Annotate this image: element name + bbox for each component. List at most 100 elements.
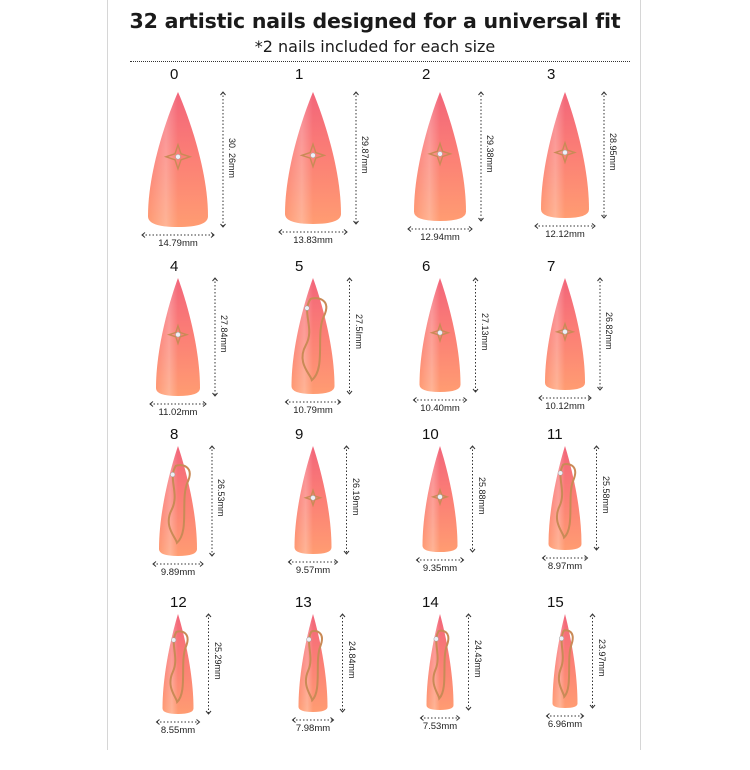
arrow-head [468, 226, 473, 232]
nail-size-2: 2 29.38mm 12.94mm [392, 66, 532, 243]
star-charm [166, 323, 190, 346]
title-divider [130, 61, 630, 62]
length-label: 29.38mm [485, 134, 495, 173]
size-number: 13 [295, 594, 312, 611]
arrow-head [343, 229, 348, 235]
size-number: 5 [295, 258, 304, 275]
length-label: 29.87mm [360, 136, 370, 174]
nail-image [155, 613, 212, 725]
arrow-head [460, 557, 465, 563]
arrow-head [353, 91, 359, 96]
size-number: 15 [547, 594, 564, 611]
arrow-head [407, 226, 412, 232]
arrow-head [545, 713, 550, 719]
nail-image [278, 91, 359, 235]
arrow-head [212, 277, 218, 282]
nail-shine [298, 614, 328, 712]
rhinestone [558, 635, 565, 641]
size-number: 7 [547, 258, 556, 275]
nail-image [284, 277, 353, 405]
gold-wave-charm [301, 297, 328, 382]
rhinestone [306, 636, 312, 643]
arrow-head [287, 559, 292, 565]
width-label: 12.94mm [420, 232, 460, 243]
width-label: 8.55mm [160, 725, 196, 736]
nail-size-8: 8 26.53mm 9.89mm [140, 426, 280, 602]
arrow-head [343, 445, 350, 450]
nail-size-6: 6 27.13mm 10.40mm [392, 258, 532, 434]
width-label: 10.12mm [545, 401, 585, 412]
arrow-head [593, 445, 600, 450]
arrow-head [339, 708, 346, 713]
star-charm [303, 488, 323, 508]
arrow-head [346, 277, 353, 282]
arrow-head [220, 223, 226, 228]
star-charm [427, 141, 453, 167]
arrow-head [330, 717, 335, 723]
rhinestone [170, 472, 176, 478]
nail-size-5: 5 27.5Imm 10.79mm [265, 258, 405, 434]
arrow-head [199, 561, 204, 567]
nail-image [141, 91, 226, 238]
size-number: 3 [547, 66, 556, 83]
gold-wave-charm [432, 629, 450, 701]
arrow-head [465, 706, 472, 711]
nail-shine [552, 614, 578, 708]
width-label: 12.12mm [545, 229, 585, 240]
nail-image [415, 445, 476, 563]
size-number: 6 [422, 258, 431, 275]
arrow-head [478, 91, 484, 96]
arrow-head [205, 613, 212, 618]
arrow-head [415, 557, 420, 563]
arrow-head [278, 229, 283, 235]
length-label: 27.5Imm [353, 314, 364, 350]
size-number: 8 [170, 426, 179, 443]
arrow-head [343, 550, 350, 555]
arrow-head [534, 223, 539, 229]
arrow-head [196, 719, 201, 725]
star-charm [430, 487, 450, 507]
nail-image [152, 445, 215, 567]
size-number: 1 [295, 66, 304, 83]
gold-wave-charm [557, 629, 574, 699]
arrow-head [584, 555, 589, 561]
arrow-head [353, 220, 359, 225]
nail-image [287, 445, 350, 565]
size-number: 11 [547, 426, 563, 443]
nail-image [545, 613, 596, 719]
arrow-head [337, 399, 342, 405]
nail-image [538, 277, 603, 401]
length-label: 26.19mm [350, 478, 361, 516]
nail-shine [159, 446, 197, 556]
nail-image [412, 277, 479, 403]
size-number: 2 [422, 66, 431, 83]
arrow-head [472, 277, 479, 282]
arrow-head [205, 710, 212, 715]
size-number: 12 [170, 594, 187, 611]
arrow-head [601, 91, 607, 96]
star-charm [429, 322, 451, 344]
arrow-head [212, 392, 218, 397]
arrow-head [587, 395, 592, 401]
arrow-head [334, 559, 339, 565]
arrow-head [465, 613, 472, 618]
width-label: 9.89mm [160, 567, 196, 578]
nail-size-12: 12 25.29mm 8.55mm [140, 594, 280, 770]
arrow-head [589, 613, 596, 618]
arrow-head [155, 719, 160, 725]
length-label: 25.58mm [600, 476, 611, 514]
nail-size-0: 0 30. 26mm 14.79mm [140, 66, 280, 249]
arrow-head [419, 715, 424, 721]
length-label: 30. 26mm [227, 137, 237, 178]
width-label: 14.79mm [158, 238, 198, 249]
star-charm [554, 321, 576, 343]
arrow-head [141, 232, 146, 238]
page-subtitle: *2 nails included for each size [254, 37, 496, 56]
gold-wave-charm [555, 463, 577, 540]
nail-image [407, 91, 484, 232]
width-label: 9.35mm [422, 563, 458, 574]
star-charm [163, 142, 193, 172]
nail-shine [426, 614, 454, 710]
arrow-head [469, 445, 476, 450]
arrow-head [202, 401, 207, 407]
